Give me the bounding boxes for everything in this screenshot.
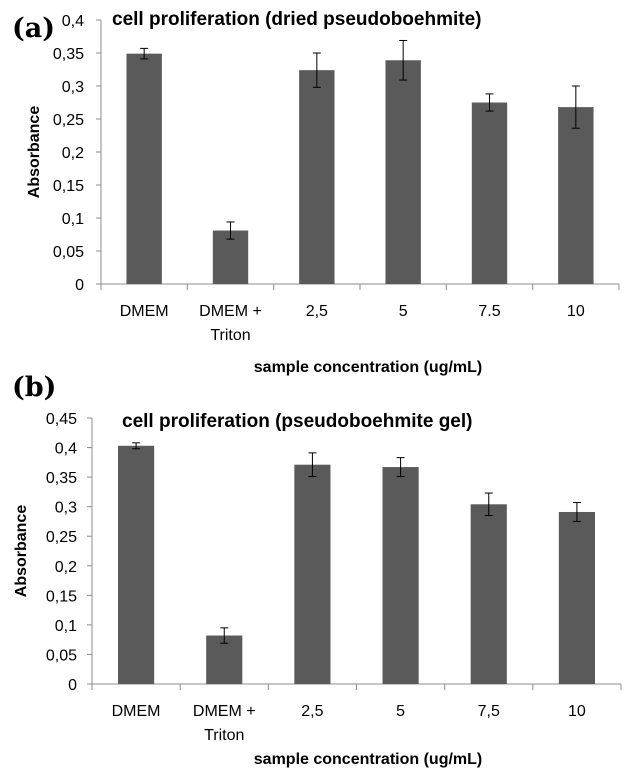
error-bar-a bbox=[485, 93, 494, 112]
error-bar-b bbox=[220, 627, 229, 644]
chart-panel-b: (b) cell proliferation (pseudoboehmite g… bbox=[12, 372, 622, 768]
bar-a bbox=[385, 60, 421, 285]
error-bar-b bbox=[132, 442, 141, 450]
x-category-label-b: 10 bbox=[568, 703, 586, 720]
x-category-label-b: DMEM bbox=[112, 703, 161, 720]
x-category-label-b: 2,5 bbox=[301, 703, 323, 720]
y-tick-label-a: 0,15 bbox=[53, 178, 84, 195]
bar-b bbox=[118, 445, 155, 684]
x-category-label-a: DMEM + bbox=[199, 303, 262, 320]
y-tick-label-a: 0,4 bbox=[62, 13, 84, 30]
error-bar-a bbox=[312, 52, 321, 88]
panel-label-a: (a) bbox=[12, 13, 55, 44]
bar-a bbox=[126, 53, 162, 284]
bar-a bbox=[299, 70, 335, 284]
bar-a bbox=[558, 107, 594, 285]
error-bar-a bbox=[140, 47, 149, 60]
y-tick-label-b: 0,35 bbox=[46, 470, 77, 487]
bar-a bbox=[471, 102, 508, 284]
x-axis-title-a: sample concentration (ug/mL) bbox=[254, 359, 482, 376]
error-bar-b bbox=[396, 457, 405, 478]
chart-panel-a: (a) cell proliferation (dried pseudoboeh… bbox=[12, 9, 620, 376]
x-category-label-a: Triton bbox=[210, 327, 250, 344]
x-category-label-b: 7,5 bbox=[478, 703, 500, 720]
y-tick-label-a: 0,35 bbox=[53, 46, 84, 63]
error-bar-b bbox=[484, 492, 493, 517]
y-tick-label-a: 0,05 bbox=[53, 244, 84, 261]
y-tick-label-a: 0,2 bbox=[62, 145, 84, 162]
error-bar-b bbox=[308, 452, 317, 478]
x-category-label-a: 10 bbox=[567, 303, 585, 320]
y-axis-title-a: Absorbance bbox=[26, 106, 43, 199]
y-tick-label-b: 0,25 bbox=[46, 529, 77, 546]
x-category-label-b: DMEM + bbox=[193, 703, 256, 720]
bar-b bbox=[470, 504, 507, 684]
x-category-label-a: DMEM bbox=[120, 303, 169, 320]
y-tick-label-b: 0,4 bbox=[55, 441, 77, 458]
y-tick-label-b: 0,1 bbox=[55, 618, 77, 635]
y-tick-label-b: 0,2 bbox=[55, 559, 77, 576]
y-tick-label-a: 0 bbox=[75, 277, 84, 294]
y-tick-label-b: 0,05 bbox=[46, 647, 77, 664]
y-tick-label-b: 0,45 bbox=[46, 411, 77, 428]
bar-b bbox=[294, 464, 331, 684]
y-tick-label-b: 0,3 bbox=[55, 500, 77, 517]
error-bar-b bbox=[572, 502, 581, 522]
y-tick-label-b: 0 bbox=[68, 677, 77, 694]
x-axis-title-b: sample concentration (ug/mL) bbox=[254, 751, 482, 768]
x-category-label-b: 5 bbox=[396, 703, 405, 720]
x-category-label-b: Triton bbox=[204, 727, 244, 744]
panel-label-b: (b) bbox=[12, 372, 56, 403]
chart-title-b: cell proliferation (pseudoboehmite gel) bbox=[122, 411, 472, 432]
error-bar-a bbox=[571, 85, 580, 129]
y-tick-label-a: 0,25 bbox=[53, 112, 84, 129]
error-bar-a bbox=[226, 221, 235, 240]
y-tick-label-a: 0,3 bbox=[62, 79, 84, 96]
y-axis-title-b: Absorbance bbox=[13, 505, 30, 598]
x-category-label-a: 5 bbox=[399, 303, 408, 320]
bar-b bbox=[382, 467, 419, 684]
chart-title-a: cell proliferation (dried pseudoboehmite… bbox=[112, 9, 481, 30]
y-tick-label-a: 0,1 bbox=[62, 211, 84, 228]
error-bar-a bbox=[399, 39, 408, 81]
x-category-label-a: 2,5 bbox=[306, 303, 328, 320]
y-tick-label-b: 0,15 bbox=[46, 588, 77, 605]
x-category-label-a: 7.5 bbox=[478, 303, 500, 320]
bar-b bbox=[558, 511, 595, 684]
